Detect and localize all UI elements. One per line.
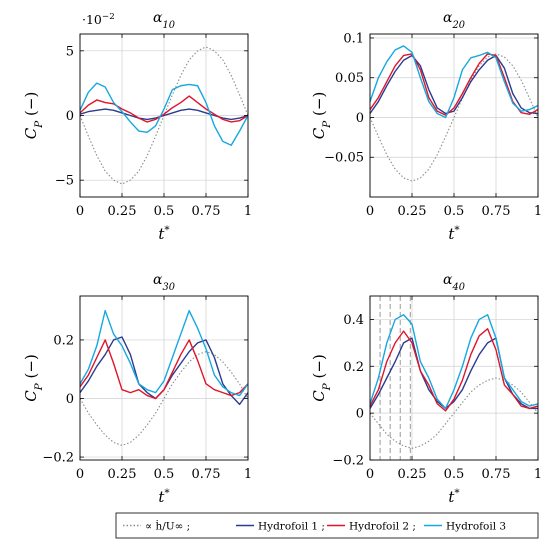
- x-tick-label: 0.5: [154, 204, 175, 219]
- y-tick-label: 0.4: [343, 313, 364, 328]
- x-tick-label: 1: [244, 204, 252, 219]
- x-tick-label: 0.5: [444, 204, 465, 219]
- x-tick-label: 0.75: [192, 467, 221, 482]
- series-hf2: [79, 95, 249, 123]
- y-tick-label: 0: [356, 111, 364, 126]
- series-hf3: [79, 309, 249, 397]
- y-axis-label: CP (−): [310, 354, 333, 402]
- chart-title: α30: [153, 272, 175, 293]
- x-tick-label: 1: [534, 204, 542, 219]
- x-tick-label: 0: [366, 204, 374, 219]
- y-tick-label: 0: [66, 392, 74, 407]
- x-tick-label: 1: [244, 467, 252, 482]
- y-axis-label: CP (−): [310, 92, 333, 140]
- series-hf3: [79, 82, 249, 146]
- series-hf2: [79, 339, 249, 400]
- legend-label-hf3: Hydrofoil 3: [446, 521, 506, 533]
- chart-title: α10: [153, 10, 175, 31]
- series-hf2: [369, 53, 539, 116]
- x-tick-label: 0.75: [192, 204, 221, 219]
- series-hdot: [369, 377, 539, 449]
- y-tick-label: 5: [66, 44, 74, 59]
- x-tick-label: 0: [76, 204, 84, 219]
- y-tick-label: 0.2: [53, 333, 74, 348]
- x-axis-label: t*: [158, 487, 170, 506]
- legend-label-hf1: Hydrofoil 1 ;: [258, 521, 325, 533]
- x-tick-label: 0.25: [398, 204, 427, 219]
- x-tick-label: 0.25: [398, 467, 427, 482]
- series-hf3: [369, 45, 539, 119]
- series-hf2: [369, 328, 539, 412]
- x-tick-label: 0.5: [154, 467, 175, 482]
- y-tick-label: 0.1: [343, 31, 364, 46]
- x-tick-label: 0.75: [482, 204, 511, 219]
- series-hf3: [369, 314, 539, 410]
- legend: ∝ ḣ/U∞ ; Hydrofoil 1 ; Hydrofoil 2 ; Hydrof…: [115, 512, 539, 539]
- legend-label-hf2: Hydrofoil 2 ;: [349, 521, 416, 533]
- x-tick-label: 0.5: [444, 467, 465, 482]
- x-axis-label: t*: [158, 224, 170, 243]
- scale-note: ·10−2: [82, 12, 115, 27]
- chart-title: α40: [443, 272, 465, 293]
- x-tick-label: 0.75: [482, 467, 511, 482]
- x-tick-label: 1: [534, 467, 542, 482]
- y-tick-label: −5: [55, 174, 74, 189]
- chart-panel-2: 0 0.25 0.5 0.75 1 −0.05 0 0.05 0.1 α20 t* CP (−): [310, 10, 542, 243]
- y-axis-label: CP (−): [22, 354, 45, 402]
- y-tick-label: 0: [66, 109, 74, 124]
- series-hdot: [79, 351, 249, 446]
- y-tick-label: −0.2: [332, 454, 364, 469]
- series-hf1: [369, 54, 539, 115]
- y-tick-label: 0.2: [343, 360, 364, 375]
- series-hdot: [369, 53, 539, 182]
- x-axis-label: t*: [448, 487, 460, 506]
- x-tick-label: 0: [366, 467, 374, 482]
- x-tick-label: 0.25: [108, 204, 137, 219]
- x-tick-label: 0.25: [108, 467, 137, 482]
- y-tick-label: 0: [356, 407, 364, 422]
- y-tick-label: −0.2: [42, 451, 74, 466]
- y-axis-label: CP (−): [22, 92, 45, 140]
- legend-label-hdot: ∝ ḣ/U∞ ;: [145, 519, 190, 533]
- y-tick-label: 0.05: [335, 71, 364, 86]
- y-tick-label: −0.05: [324, 151, 364, 166]
- x-axis-label: t*: [448, 224, 460, 243]
- chart-title: α20: [443, 10, 465, 31]
- x-tick-label: 0: [76, 467, 84, 482]
- series-hf1: [369, 337, 538, 410]
